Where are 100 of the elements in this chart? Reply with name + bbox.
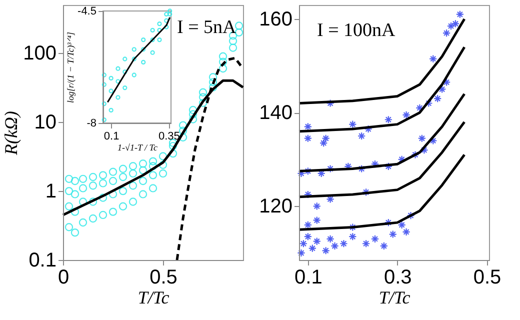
line-series (298, 120, 466, 198)
y-tick-label: 10 (34, 112, 56, 134)
point (456, 10, 464, 18)
point (150, 28, 155, 33)
y-tick-label: -4.5 (78, 6, 96, 18)
point (108, 88, 114, 94)
point (150, 37, 155, 42)
point (370, 160, 380, 168)
point (304, 122, 312, 131)
point (141, 37, 146, 42)
point (102, 72, 106, 78)
point (348, 232, 357, 241)
point (312, 216, 321, 224)
y-tick-label: 160 (259, 8, 292, 31)
point (157, 21, 162, 26)
point (384, 218, 392, 227)
point (122, 85, 128, 90)
point (122, 56, 128, 62)
point (304, 134, 312, 142)
point (297, 248, 306, 258)
y-tick-label: -8 (86, 118, 96, 130)
point (304, 190, 312, 199)
line-series (298, 92, 466, 172)
point (358, 164, 366, 173)
point (108, 76, 114, 81)
point (164, 18, 169, 23)
point (304, 232, 312, 241)
point (102, 101, 106, 106)
point (299, 240, 308, 248)
point (164, 12, 169, 17)
x-axis-title: T/Tc (138, 288, 170, 308)
point (322, 246, 330, 255)
point (116, 66, 120, 71)
point (150, 50, 155, 55)
x-axis-title: T/Tc (378, 288, 410, 308)
x-axis-title: 1-√1-T / Tc (118, 142, 158, 152)
point (168, 8, 172, 14)
point (362, 240, 370, 248)
point (429, 136, 438, 145)
y-axis-title: R(kΩ) (1, 111, 22, 156)
point (157, 37, 162, 42)
y-tick-label: 0.1 (28, 250, 56, 272)
annotation: I = 5nA (177, 17, 237, 38)
point (384, 116, 392, 124)
point (164, 24, 169, 30)
point (326, 164, 334, 173)
x-tick-label: 0.5 (150, 266, 178, 288)
point (304, 220, 312, 229)
point (102, 117, 106, 122)
point (326, 99, 334, 108)
point (116, 79, 120, 84)
x-tick-label: 0.35 (158, 130, 180, 142)
y-tick-label: 120 (259, 196, 292, 218)
point (398, 155, 406, 164)
point (132, 47, 136, 52)
line-series (106, 16, 171, 103)
point (312, 237, 321, 246)
point (132, 56, 136, 62)
point (418, 134, 426, 142)
x-tick-label: 0 (58, 266, 70, 288)
point (116, 95, 120, 100)
point (402, 110, 410, 120)
point (358, 132, 366, 140)
point (434, 94, 442, 103)
y-tick-label: 1 (45, 180, 56, 203)
line-series (298, 18, 466, 105)
point (326, 234, 334, 244)
point (348, 120, 357, 128)
point (141, 47, 146, 52)
line-series (298, 46, 466, 133)
point (402, 228, 410, 236)
point (168, 12, 172, 17)
point (102, 82, 106, 87)
point (108, 108, 114, 113)
line-series (298, 153, 466, 231)
y-tick-label: 100 (23, 42, 56, 65)
x-tick-label: 0.5 (473, 266, 502, 288)
point (122, 69, 128, 74)
point (141, 60, 146, 65)
point (424, 99, 433, 108)
point (364, 124, 372, 134)
point (380, 242, 388, 250)
point (308, 244, 316, 252)
y-axis-title: log[r/(1 − T/Tc)³ᐟ⁴] (66, 31, 76, 104)
point (132, 72, 136, 78)
point (320, 138, 328, 148)
point (157, 28, 162, 33)
point (388, 230, 397, 238)
point (398, 220, 406, 229)
point (429, 54, 438, 63)
point (406, 211, 415, 220)
point (312, 202, 321, 210)
point (411, 150, 420, 159)
x-tick-label: 0.1 (294, 266, 322, 288)
point (442, 28, 451, 38)
point (384, 162, 392, 171)
annotation: I = 100nA (317, 20, 396, 41)
point (370, 234, 380, 244)
y-tick-label: 140 (259, 102, 292, 124)
point (322, 134, 330, 142)
